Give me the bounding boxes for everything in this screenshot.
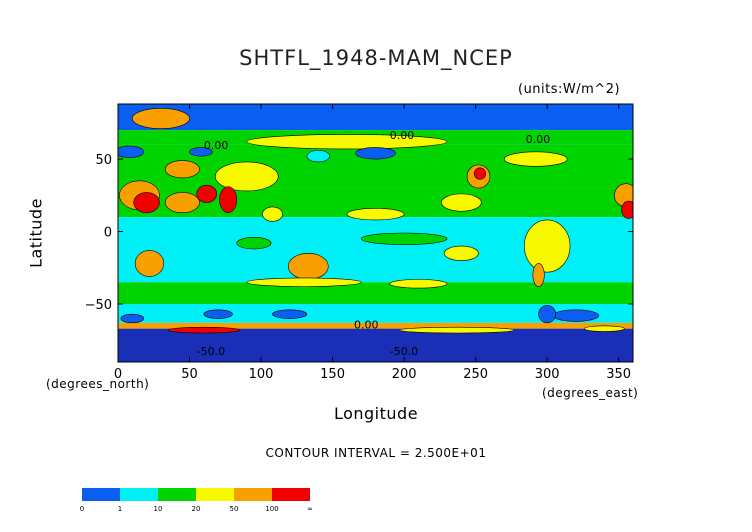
feature-south-pacific <box>389 279 448 289</box>
feature-south-america <box>523 219 571 273</box>
feature-siberia <box>246 134 448 150</box>
y-tick-label: 50 <box>95 153 112 168</box>
feature-ural <box>189 147 213 157</box>
feature-east-antarctic-edge <box>167 326 240 334</box>
feature-indian-ocean-green <box>236 237 272 250</box>
feature-arctic-coast <box>132 108 190 129</box>
axis-ticks: 0 50 100 150 200 250 300 350 50 0 −50 <box>85 104 633 382</box>
feature-north-sea <box>118 145 145 158</box>
feature-south-africa <box>134 250 165 277</box>
feature-drake <box>538 305 557 324</box>
legend-swatch <box>196 488 234 501</box>
color-legend <box>82 488 310 501</box>
feature-arabia <box>164 192 200 214</box>
feature-north-pacific-subtropic <box>441 193 482 212</box>
contour-label: 0.00 <box>204 139 229 152</box>
legend-tick-label: 0 <box>79 505 85 513</box>
contour-labels: 0.00 0.00 0.00 -50.0 -50.0 0.00 <box>197 129 551 358</box>
contour-interval-note: CONTOUR INTERVAL = 2.500E+01 <box>265 446 487 460</box>
x-tick-label: 0 <box>114 367 122 382</box>
arctic-band <box>118 104 633 131</box>
antarctic-edge-band <box>118 322 633 329</box>
x-tick-label: 50 <box>181 367 198 382</box>
feature-north-africa <box>133 192 160 214</box>
feature-southern-indian-ocean <box>246 277 362 287</box>
x-unit-note-left: (degrees_north) <box>46 377 150 391</box>
legend-swatch <box>272 488 310 501</box>
chart-title: SHTFL_1948-MAM_NCEP <box>239 46 513 70</box>
feature-okhotsk <box>306 150 331 163</box>
legend-swatch <box>120 488 158 501</box>
y-tick-label: 0 <box>104 226 112 241</box>
x-axis-label: Longitude <box>333 404 419 423</box>
antarctica-band <box>118 328 633 362</box>
legend-tick-label: 100 <box>265 505 279 513</box>
feature-sahel-edge <box>621 200 633 219</box>
feature-north-america <box>503 151 568 167</box>
x-tick-label: 200 <box>392 367 417 382</box>
legend-swatch <box>234 488 272 501</box>
legend-tick-label: 50 <box>229 505 239 513</box>
legend-tick-label: 1 <box>117 505 123 513</box>
feature-central-pacific <box>346 208 405 221</box>
legend-swatch <box>158 488 196 501</box>
contour-label: 0.00 <box>354 319 379 332</box>
feature-south-indian-2 <box>272 309 308 319</box>
legend-tick-label: ∞ <box>307 505 313 513</box>
legend-tick-label: 20 <box>191 505 201 513</box>
x-tick-label: 250 <box>463 367 488 382</box>
y-tick-label: −50 <box>85 298 112 313</box>
feature-australia <box>287 252 329 280</box>
feature-indochina <box>262 206 283 222</box>
x-unit-note-right: (degrees_east) <box>542 386 639 400</box>
feature-tibet <box>214 161 279 192</box>
feature-weddell <box>552 309 599 322</box>
contour-label: -50.0 <box>390 345 418 358</box>
feature-andes <box>532 263 545 287</box>
feature-equatorial-pacific <box>360 232 448 245</box>
feature-central-asia <box>164 160 200 179</box>
feature-ross-ice-edge <box>399 326 515 334</box>
plot-frame <box>117 103 634 363</box>
feature-south-atlantic-1 <box>120 313 145 324</box>
feature-iran <box>196 184 218 203</box>
x-tick-label: 300 <box>535 367 560 382</box>
x-tick-label: 350 <box>606 367 631 382</box>
feature-atlantic-ice-edge <box>584 325 625 332</box>
feature-india <box>219 186 238 214</box>
x-tick-label: 100 <box>249 367 274 382</box>
contour-label: 0.00 <box>390 129 415 142</box>
feature-rockies <box>473 167 486 180</box>
feature-southeast-pacific <box>443 245 479 261</box>
south-midlat-band <box>118 282 633 305</box>
contour-label: -50.0 <box>197 345 225 358</box>
southern-ocean-band <box>118 304 633 323</box>
contour-label: 0.00 <box>526 133 551 146</box>
feature-bering <box>355 147 396 160</box>
feature-south-indian-1 <box>203 309 233 319</box>
legend-swatch <box>82 488 120 501</box>
units-label: (units:W/m^2) <box>518 82 621 97</box>
x-tick-label: 150 <box>320 367 345 382</box>
legend-tick-label: 10 <box>153 505 163 513</box>
